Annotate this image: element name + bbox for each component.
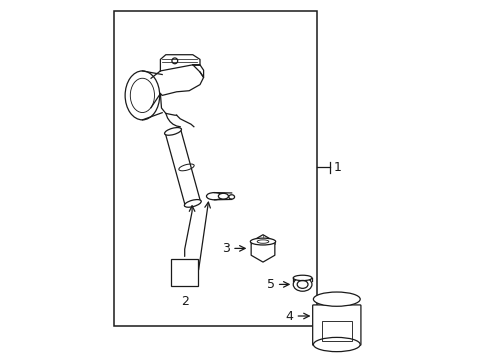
Ellipse shape [184,199,201,207]
Text: 2: 2 [181,295,189,308]
Ellipse shape [293,275,312,281]
Text: 3: 3 [221,242,229,255]
Bar [171,259,198,286]
Ellipse shape [206,193,222,200]
Ellipse shape [165,127,181,135]
Ellipse shape [293,278,312,291]
Bar [114,11,317,326]
Ellipse shape [125,71,160,120]
Text: 5: 5 [267,278,274,291]
Ellipse shape [314,292,360,306]
Text: 4: 4 [285,310,293,323]
Ellipse shape [250,238,276,245]
Ellipse shape [229,195,235,199]
Ellipse shape [314,337,360,352]
Bar [321,321,352,341]
Ellipse shape [219,193,228,199]
FancyBboxPatch shape [313,305,361,345]
Text: 1: 1 [333,161,341,174]
